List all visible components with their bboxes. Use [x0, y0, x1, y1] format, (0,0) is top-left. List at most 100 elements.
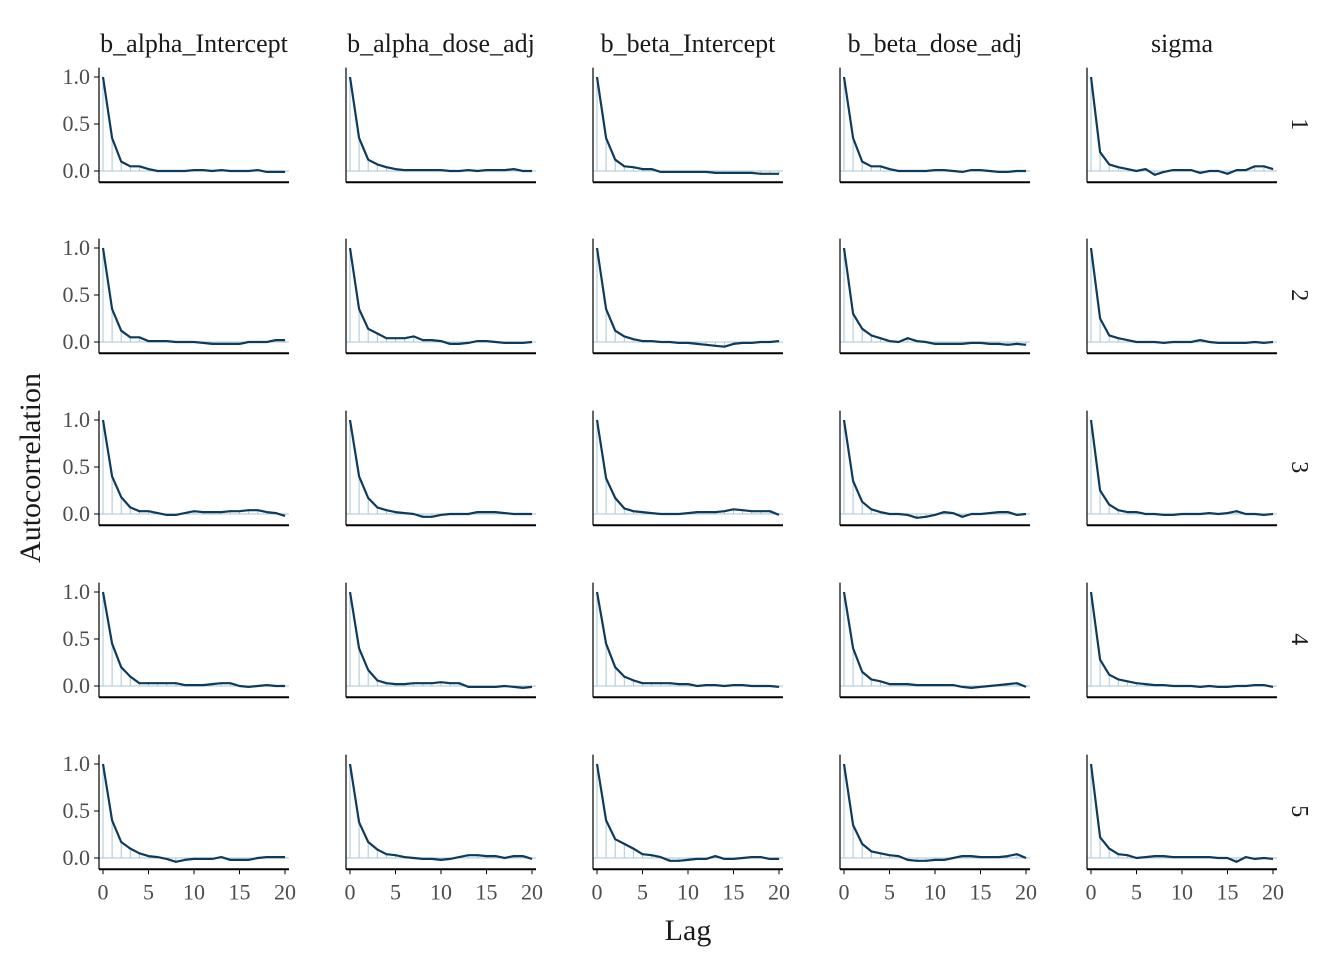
row-title-1: 1 — [1286, 118, 1312, 130]
acf-line — [348, 76, 532, 173]
panel-2-sigma — [1086, 238, 1277, 355]
acf-line — [842, 247, 1027, 346]
x-tick-label: 10 — [1171, 879, 1193, 904]
x-tick-label: 5 — [143, 879, 154, 904]
acf-line — [595, 247, 780, 348]
y-tick-label: 1.0 — [63, 751, 91, 776]
acf-line — [842, 76, 1026, 173]
x-tick-label: 5 — [390, 879, 401, 904]
acf-line — [348, 247, 533, 345]
acf-line — [1089, 419, 1274, 517]
x-tick-label: 10 — [677, 879, 699, 904]
panel-4-b_alpha_Intercept — [94, 582, 289, 699]
panel-5-sigma — [1086, 754, 1277, 875]
panel-4-b_beta_Intercept — [592, 582, 783, 699]
acf-line — [348, 763, 533, 862]
y-tick-label: 1.0 — [63, 235, 91, 260]
panel-2-b_alpha_dose_adj — [345, 238, 536, 355]
x-tick-label: 5 — [637, 879, 648, 904]
row-titles: 1 2 3 4 5 — [1286, 118, 1312, 817]
column-title-b_alpha_Intercept: b_alpha_Intercept — [100, 29, 288, 58]
y-tick-label: 0.0 — [63, 673, 91, 698]
row-title-3: 3 — [1286, 461, 1312, 473]
x-tick-label: 0 — [592, 879, 603, 904]
y-tick-label: 0.0 — [63, 845, 91, 870]
acf-line — [1089, 76, 1274, 176]
acf-line — [348, 591, 533, 690]
row-title-4: 4 — [1286, 633, 1312, 645]
y-tick-label: 0.5 — [63, 282, 91, 307]
x-tick-label: 0 — [98, 879, 109, 904]
x-tick-label: 20 — [274, 879, 296, 904]
row-title-2: 2 — [1286, 289, 1312, 301]
y-tick-label: 0.0 — [63, 329, 91, 354]
panel-2-b_alpha_Intercept — [94, 238, 289, 355]
panel-1-b_beta_dose_adj — [839, 67, 1030, 184]
acf-line — [348, 419, 532, 518]
x-tick-label: 0 — [1086, 879, 1097, 904]
acf-line — [842, 419, 1027, 519]
y-tick-label: 0.0 — [63, 158, 91, 183]
y-tick-label: 0.5 — [63, 454, 91, 479]
y-axis-title: Autocorrelation — [14, 373, 47, 563]
panel-5-b_alpha_dose_adj — [345, 754, 536, 875]
y-tick-label: 1.0 — [63, 407, 91, 432]
y-tick-label: 0.0 — [63, 501, 91, 526]
x-tick-labels: 0 5 10 15 20 0 5 10 15 20 0 5 10 15 20 0 5 10 15 20 0 5 10 15 20 — [98, 879, 1285, 904]
panel-3-b_beta_Intercept — [592, 410, 783, 527]
acf-line — [101, 763, 285, 863]
panel-3-sigma — [1086, 410, 1277, 527]
x-tick-label: 20 — [1262, 879, 1284, 904]
x-tick-label: 0 — [345, 879, 356, 904]
x-tick-label: 0 — [839, 879, 850, 904]
panel-4-b_beta_dose_adj — [839, 582, 1030, 699]
acf-line — [101, 76, 285, 173]
x-tick-label: 10 — [183, 879, 205, 904]
acf-line — [1089, 247, 1274, 344]
column-title-sigma: sigma — [1151, 29, 1214, 58]
panel-1-b_alpha_dose_adj — [345, 67, 536, 184]
acf-line — [595, 76, 779, 175]
y-tick-label: 0.5 — [63, 798, 91, 823]
acf-line — [595, 591, 780, 688]
panel-3-b_alpha_dose_adj — [345, 410, 536, 527]
acf-line — [101, 591, 285, 689]
column-title-b_beta_Intercept: b_beta_Intercept — [601, 29, 776, 58]
panel-4-b_alpha_dose_adj — [345, 582, 536, 699]
column-titles: b_alpha_Intercept b_alpha_dose_adj b_beta_… — [100, 29, 1213, 58]
panels — [94, 67, 1277, 875]
acf-line — [595, 419, 780, 516]
panel-5-b_beta_Intercept — [592, 754, 783, 875]
panel-3-b_alpha_Intercept — [94, 410, 289, 527]
x-tick-label: 15 — [229, 879, 251, 904]
panel-4-sigma — [1086, 582, 1277, 699]
x-tick-label: 10 — [924, 879, 946, 904]
row-title-5: 5 — [1286, 805, 1312, 817]
panel-2-b_beta_dose_adj — [839, 238, 1030, 355]
panel-3-b_beta_dose_adj — [839, 410, 1030, 527]
acf-line — [101, 247, 285, 345]
panel-1-b_beta_Intercept — [592, 67, 783, 184]
y-tick-label: 0.5 — [63, 111, 91, 136]
y-tick-label: 1.0 — [63, 579, 91, 604]
x-tick-label: 20 — [1015, 879, 1037, 904]
acf-line — [1089, 591, 1274, 689]
y-tick-labels: 0.0 0.5 1.0 0.0 0.5 1.0 0.0 0.5 1.0 0.0 0.5 1.0 0.0 0… — [63, 64, 91, 870]
panel-2-b_beta_Intercept — [592, 238, 783, 355]
x-tick-label: 15 — [970, 879, 992, 904]
column-title-b_alpha_dose_adj: b_alpha_dose_adj — [347, 29, 535, 58]
panel-5-b_beta_dose_adj — [839, 754, 1030, 875]
acf-line — [842, 591, 1027, 690]
column-title-b_beta_dose_adj: b_beta_dose_adj — [848, 29, 1023, 58]
x-tick-label: 5 — [1131, 879, 1142, 904]
acf-line — [1089, 763, 1274, 863]
x-axis-title: Lag — [665, 914, 712, 947]
acf-line — [101, 419, 286, 517]
x-tick-label: 15 — [723, 879, 745, 904]
x-tick-label: 15 — [476, 879, 498, 904]
acf-line — [595, 763, 779, 862]
panel-5-b_alpha_Intercept — [94, 754, 289, 875]
y-tick-label: 0.5 — [63, 626, 91, 651]
panel-1-b_alpha_Intercept — [94, 67, 289, 184]
